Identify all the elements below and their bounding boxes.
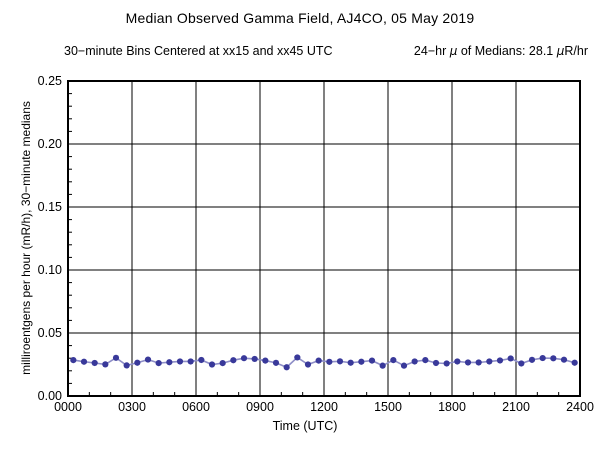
data-point (91, 359, 98, 367)
data-point (219, 360, 226, 367)
x-axis-label: Time (UTC) (272, 419, 338, 433)
chart-subtitle-mean: 24−hr μ of Medians: 28.1 μR/hr (414, 44, 588, 58)
mu-symbol: μ (449, 44, 458, 58)
data-point (70, 356, 77, 364)
y-tick-label: 0.20 (37, 137, 62, 151)
y-tick-label: 0.10 (37, 263, 62, 277)
data-point (443, 360, 450, 367)
data-point (304, 361, 312, 368)
chart-subtitle-bins: 30−minute Bins Centered at xx15 and xx45… (64, 44, 333, 58)
x-tick-label: 2400 (566, 400, 594, 414)
data-point (550, 355, 557, 362)
data-point (144, 356, 152, 363)
plot-frame (67, 80, 581, 397)
data-point (272, 359, 280, 366)
data-point (230, 357, 237, 364)
gridlines (68, 81, 580, 396)
data-point (315, 357, 322, 364)
subtitle-mean-seg3: R/hr (564, 44, 588, 58)
subtitle-mean-seg2: of Medians: 28.1 (457, 44, 557, 58)
data-point (390, 356, 397, 364)
data-point (368, 357, 376, 364)
data-point (379, 362, 386, 369)
data-point (422, 356, 429, 364)
x-tick-label: 0000 (54, 400, 82, 414)
data-point (336, 358, 344, 365)
data-point (283, 364, 290, 371)
data-points (70, 354, 578, 371)
data-point (123, 362, 130, 369)
subtitle-mean-seg1: 24−hr (413, 44, 450, 58)
mu-symbol: μ (556, 44, 565, 58)
data-point (411, 358, 418, 365)
data-point (496, 357, 504, 364)
data-point (166, 359, 173, 366)
x-tick-label: 0900 (246, 400, 274, 414)
data-point (102, 361, 109, 368)
data-point (326, 358, 333, 365)
chart-title: Median Observed Gamma Field, AJ4CO, 05 M… (125, 10, 475, 26)
data-point (560, 356, 568, 363)
y-axis-label: milliroentgens per hour (mR/h), 30−minut… (19, 101, 33, 375)
data-point (155, 360, 162, 367)
x-tick-label: 0600 (182, 400, 210, 414)
x-tick-label: 2100 (502, 400, 530, 414)
x-tick-label: 1500 (374, 400, 402, 414)
data-point (208, 361, 216, 368)
data-point (134, 359, 141, 366)
y-tick-label: 0.00 (37, 389, 62, 403)
data-point (251, 355, 258, 363)
data-point (571, 359, 578, 366)
data-point (198, 356, 205, 364)
data-point (294, 354, 301, 361)
data-point (400, 362, 408, 369)
data-point (358, 358, 365, 365)
data-point (262, 357, 269, 364)
y-tick-label: 0.05 (37, 326, 62, 340)
x-tick-label: 1200 (310, 400, 338, 414)
minor-ticks (68, 93, 560, 396)
data-point (240, 355, 248, 362)
data-point (112, 354, 120, 361)
data-point (539, 354, 546, 362)
data-point (518, 360, 525, 367)
x-tick-label: 0300 (118, 400, 146, 414)
y-tick-label: 0.25 (37, 74, 62, 88)
data-point (347, 359, 354, 366)
data-point (464, 359, 472, 366)
data-point (187, 358, 194, 365)
y-tick-label: 0.15 (37, 200, 62, 214)
data-point (176, 358, 184, 365)
data-point (432, 359, 440, 367)
x-tick-label: 1800 (438, 400, 466, 414)
data-point (80, 358, 88, 365)
data-point (486, 358, 493, 365)
data-point (475, 359, 482, 366)
data-point (528, 356, 536, 363)
data-point (507, 355, 514, 362)
data-point (454, 358, 461, 365)
